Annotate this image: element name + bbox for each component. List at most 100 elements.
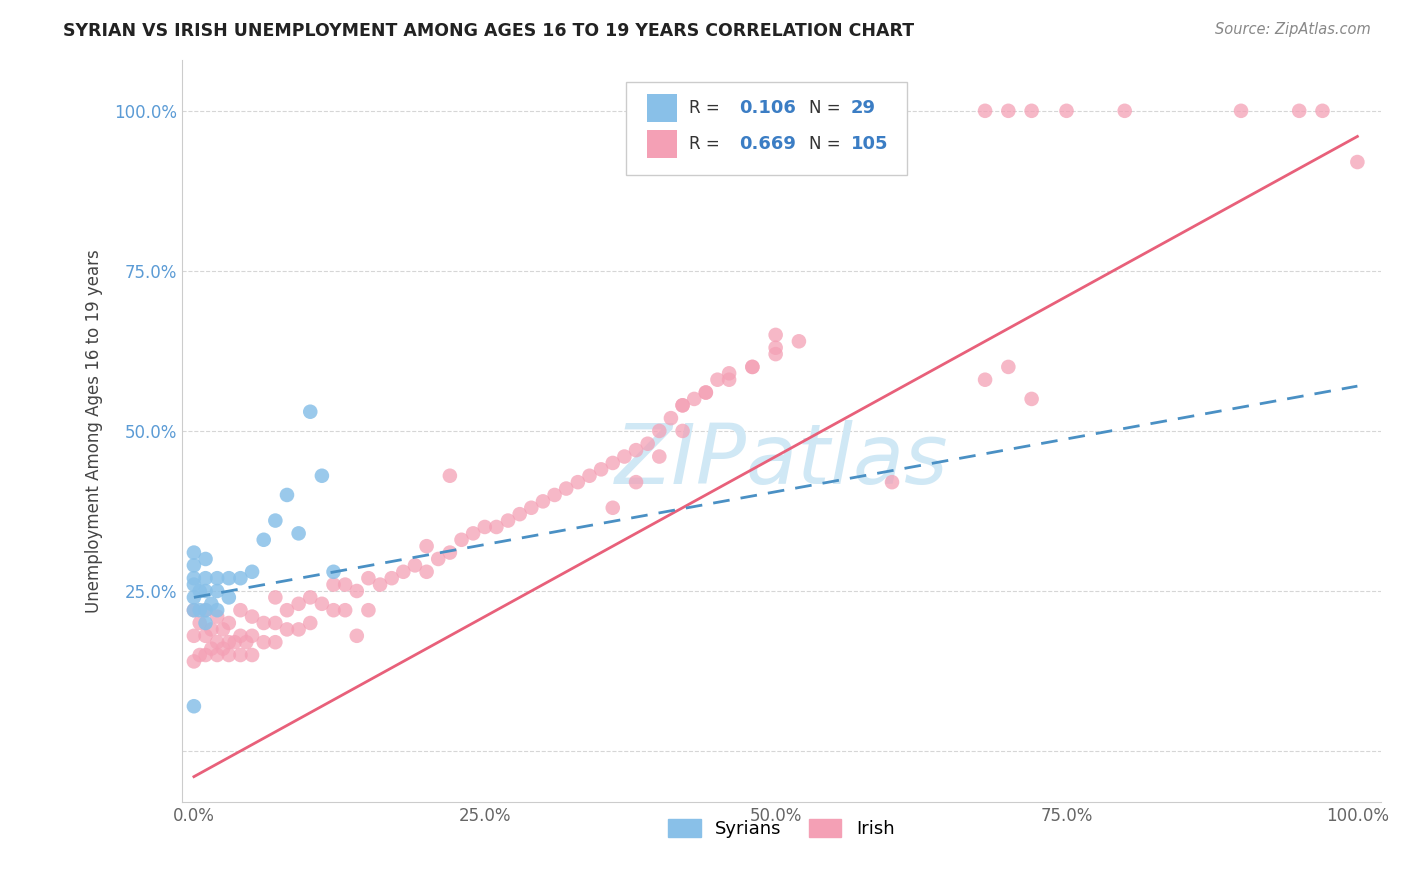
Point bbox=[485, 520, 508, 534]
Text: 0.669: 0.669 bbox=[740, 135, 796, 153]
Point bbox=[381, 571, 404, 585]
Point bbox=[229, 629, 252, 643]
Text: R =: R = bbox=[689, 135, 725, 153]
Point bbox=[229, 571, 252, 585]
Point bbox=[695, 385, 717, 400]
Point bbox=[194, 603, 217, 617]
Point bbox=[276, 623, 298, 637]
Point bbox=[183, 571, 205, 585]
Point bbox=[276, 603, 298, 617]
Point bbox=[311, 597, 333, 611]
Point bbox=[218, 591, 240, 605]
Point bbox=[474, 520, 496, 534]
Point bbox=[188, 615, 211, 630]
Legend: Syrians, Irish: Syrians, Irish bbox=[661, 812, 901, 846]
Point bbox=[718, 373, 741, 387]
Point bbox=[205, 603, 228, 617]
Point bbox=[229, 648, 252, 662]
Point bbox=[392, 565, 415, 579]
Point bbox=[183, 591, 205, 605]
Point bbox=[205, 635, 228, 649]
Point bbox=[188, 603, 211, 617]
Point bbox=[637, 436, 659, 450]
Point bbox=[555, 482, 578, 496]
Point bbox=[787, 334, 810, 349]
Point bbox=[741, 359, 763, 374]
Point bbox=[1021, 392, 1043, 406]
Point bbox=[439, 468, 461, 483]
Text: 29: 29 bbox=[851, 99, 876, 117]
Point bbox=[224, 635, 246, 649]
Point bbox=[520, 500, 543, 515]
Point bbox=[229, 603, 252, 617]
Point bbox=[194, 571, 217, 585]
Point bbox=[253, 615, 276, 630]
Point bbox=[659, 411, 682, 425]
Point bbox=[183, 603, 205, 617]
Point bbox=[188, 648, 211, 662]
Point bbox=[602, 456, 624, 470]
Point bbox=[578, 468, 600, 483]
Point bbox=[591, 462, 613, 476]
Point bbox=[194, 615, 217, 630]
Point bbox=[200, 623, 222, 637]
Point bbox=[346, 584, 368, 599]
Point bbox=[264, 591, 287, 605]
Point bbox=[183, 654, 205, 668]
Point bbox=[311, 468, 333, 483]
Point bbox=[322, 565, 344, 579]
Point bbox=[718, 367, 741, 381]
Point bbox=[613, 450, 636, 464]
Point bbox=[194, 584, 217, 599]
Point bbox=[1312, 103, 1334, 118]
Point bbox=[235, 635, 257, 649]
Point bbox=[357, 603, 380, 617]
Point bbox=[346, 629, 368, 643]
Point bbox=[741, 359, 763, 374]
Point bbox=[671, 398, 693, 412]
Text: ZIP​atlas: ZIP​atlas bbox=[614, 420, 948, 501]
Point bbox=[212, 641, 235, 656]
Point bbox=[299, 405, 322, 419]
Point bbox=[218, 635, 240, 649]
Point bbox=[496, 514, 519, 528]
Point bbox=[602, 500, 624, 515]
Text: 0.106: 0.106 bbox=[740, 99, 796, 117]
Point bbox=[240, 565, 263, 579]
Point bbox=[194, 648, 217, 662]
Point bbox=[240, 609, 263, 624]
Point bbox=[567, 475, 589, 490]
Point bbox=[1288, 103, 1310, 118]
Text: N =: N = bbox=[808, 135, 841, 153]
Point bbox=[183, 545, 205, 559]
Point bbox=[765, 327, 787, 342]
Point bbox=[200, 597, 222, 611]
Point bbox=[183, 577, 205, 591]
Point bbox=[299, 615, 322, 630]
Point bbox=[200, 641, 222, 656]
Text: N =: N = bbox=[808, 99, 841, 117]
Point bbox=[1021, 103, 1043, 118]
Point bbox=[404, 558, 426, 573]
Point bbox=[253, 533, 276, 547]
Point bbox=[264, 615, 287, 630]
Point bbox=[997, 103, 1019, 118]
Point bbox=[333, 603, 356, 617]
Point bbox=[415, 539, 437, 553]
Point bbox=[287, 526, 309, 541]
Point bbox=[287, 623, 309, 637]
Point bbox=[194, 603, 217, 617]
Point bbox=[218, 571, 240, 585]
Point bbox=[974, 103, 997, 118]
Point bbox=[183, 558, 205, 573]
Y-axis label: Unemployment Among Ages 16 to 19 years: Unemployment Among Ages 16 to 19 years bbox=[86, 249, 103, 613]
Point bbox=[1230, 103, 1253, 118]
Point bbox=[264, 514, 287, 528]
Point bbox=[205, 609, 228, 624]
Point bbox=[287, 597, 309, 611]
Point bbox=[218, 615, 240, 630]
Point bbox=[974, 373, 997, 387]
Point bbox=[264, 635, 287, 649]
Point bbox=[212, 623, 235, 637]
Point bbox=[997, 359, 1019, 374]
